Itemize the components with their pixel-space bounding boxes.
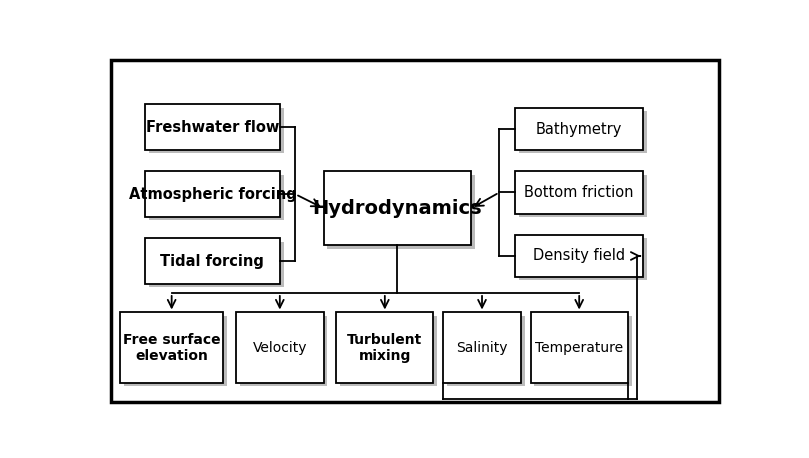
FancyBboxPatch shape [515, 235, 643, 277]
FancyBboxPatch shape [535, 316, 632, 386]
FancyBboxPatch shape [531, 312, 628, 383]
Text: Density field: Density field [533, 249, 625, 263]
Text: Salinity: Salinity [456, 341, 508, 354]
Text: Free surface
elevation: Free surface elevation [123, 333, 221, 363]
FancyBboxPatch shape [515, 171, 643, 213]
FancyBboxPatch shape [236, 312, 324, 383]
FancyBboxPatch shape [328, 174, 475, 249]
Text: Temperature: Temperature [535, 341, 623, 354]
FancyBboxPatch shape [149, 174, 284, 220]
FancyBboxPatch shape [145, 171, 280, 217]
FancyBboxPatch shape [149, 241, 284, 287]
Text: Tidal forcing: Tidal forcing [160, 254, 265, 269]
Text: Hydrodynamics: Hydrodynamics [312, 199, 482, 218]
Text: Velocity: Velocity [252, 341, 307, 354]
FancyBboxPatch shape [447, 316, 525, 386]
Text: Turbulent
mixing: Turbulent mixing [347, 333, 422, 363]
FancyBboxPatch shape [515, 108, 643, 150]
FancyBboxPatch shape [124, 316, 227, 386]
FancyBboxPatch shape [239, 316, 328, 386]
FancyBboxPatch shape [519, 238, 647, 280]
FancyBboxPatch shape [145, 238, 280, 284]
FancyBboxPatch shape [149, 108, 284, 153]
FancyBboxPatch shape [324, 171, 471, 245]
FancyBboxPatch shape [337, 312, 434, 383]
FancyBboxPatch shape [111, 60, 718, 402]
FancyBboxPatch shape [519, 174, 647, 217]
FancyBboxPatch shape [519, 111, 647, 153]
FancyBboxPatch shape [340, 316, 437, 386]
Text: Bottom friction: Bottom friction [524, 185, 634, 200]
Text: Bathymetry: Bathymetry [536, 121, 622, 136]
Text: Atmospheric forcing: Atmospheric forcing [129, 187, 296, 202]
FancyBboxPatch shape [443, 312, 521, 383]
Text: Freshwater flow: Freshwater flow [146, 120, 279, 135]
FancyBboxPatch shape [120, 312, 223, 383]
FancyBboxPatch shape [145, 104, 280, 150]
